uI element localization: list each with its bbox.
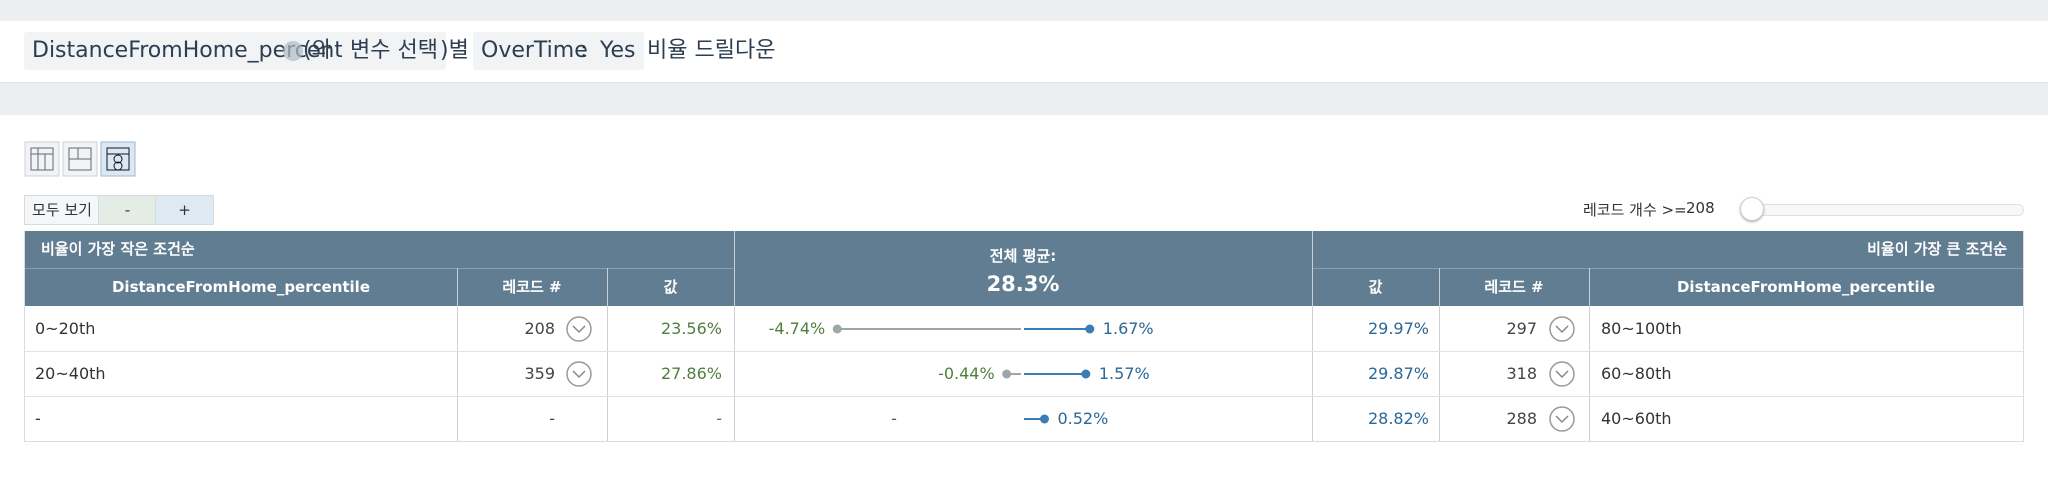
left-records: - [549,409,555,428]
diff-dot [1085,324,1095,334]
column-divider [1312,231,1313,441]
left-value: - [716,409,722,428]
header-rule [1312,268,2023,269]
right-condition: 80~100th [1601,319,1682,338]
right-condition: 60~80th [1601,364,1672,383]
diff-dot [1002,369,1012,379]
diff-dot [832,324,842,334]
left-condition: 20~40th [35,364,106,383]
left-title: 비율이 가장 작은 조건순 [41,231,195,268]
filter-name[interactable]: OverTime [473,32,596,70]
right-title: 비율이 가장 큰 조건순 [1867,231,2007,268]
column-divider [1439,268,1440,441]
column-divider [607,268,608,441]
column-divider [734,231,735,441]
right-condition: 40~60th [1601,409,1672,428]
table: 비율이 가장 작은 조건순 비율이 가장 큰 조건순 전체 평균: 28.3% Dist… [24,231,2024,442]
avg-title: 전체 평균: [734,241,1312,271]
view-icons[interactable] [24,141,138,177]
select-button[interactable]: 변수 선택 [342,32,446,70]
column-divider [457,268,458,441]
right-value: 29.87% [1367,364,1429,383]
slider-track[interactable] [1743,204,2024,216]
show-all-button[interactable]: 모두 보기 [24,195,100,225]
right-records: 297 [1506,319,1537,338]
right-value: 29.97% [1367,319,1429,338]
left-records: 359 [524,364,555,383]
diff-dot [1039,414,1049,424]
record-count-value: 208 [1686,199,1715,217]
variable-pill[interactable]: DistanceFromHome_percentile [24,32,377,70]
diff-dot [1081,369,1091,379]
left-value: 23.56% [660,319,722,338]
diff-chart: - 0.52% [891,409,1108,428]
expand-icon[interactable] [565,315,593,343]
left-condition: 0~20th [35,319,96,338]
filter-value[interactable]: Yes [592,32,644,70]
remove-icon[interactable] [283,41,303,61]
expand-icon[interactable] [565,360,593,388]
suffix: )별 [440,38,469,63]
diff-chart: -0.44% 1.57% [938,364,1150,383]
left-condition: - [35,409,41,428]
left-records: 208 [524,319,555,338]
expand-icon[interactable] [1548,405,1576,433]
column-header: DistanceFromHome_percentile [25,268,457,306]
column-header: DistanceFromHome_percentile [1589,268,2023,306]
column-header: 레코드 # [457,268,607,306]
diff-label: 0.52% [1057,409,1108,428]
record-count-label: 레코드 개수 >= [1583,201,1687,219]
diff-label: -0.44% [938,364,995,383]
column-divider [1589,268,1590,441]
column-header: 레코드 # [1439,268,1589,306]
expand-icon[interactable] [1548,360,1576,388]
row-divider [25,396,2023,397]
row-divider [25,351,2023,352]
slider-handle[interactable] [1740,197,1764,221]
expand-icon[interactable] [1548,315,1576,343]
diff-label: 1.57% [1099,364,1150,383]
band [0,82,2048,115]
header-rule [25,268,733,269]
column-header: 값 [1312,268,1439,306]
diff-label: 1.67% [1103,319,1154,338]
right-records: 288 [1506,409,1537,428]
top-bar [0,0,2048,21]
filter-sep: : [580,38,588,63]
minus-button[interactable]: - [98,195,157,225]
action: 비율 드릴다운 [647,38,776,63]
diff-label: - [891,409,897,428]
right-records: 318 [1506,364,1537,383]
plus-button[interactable]: + [155,195,214,225]
right-value: 28.82% [1367,409,1429,428]
connector: (와 [303,38,332,63]
diff-label: -4.74% [769,319,826,338]
diff-chart: -4.74% 1.67% [769,319,1154,338]
avg-value: 28.3% [734,269,1312,299]
left-value: 27.86% [660,364,722,383]
column-header: 값 [607,268,734,306]
